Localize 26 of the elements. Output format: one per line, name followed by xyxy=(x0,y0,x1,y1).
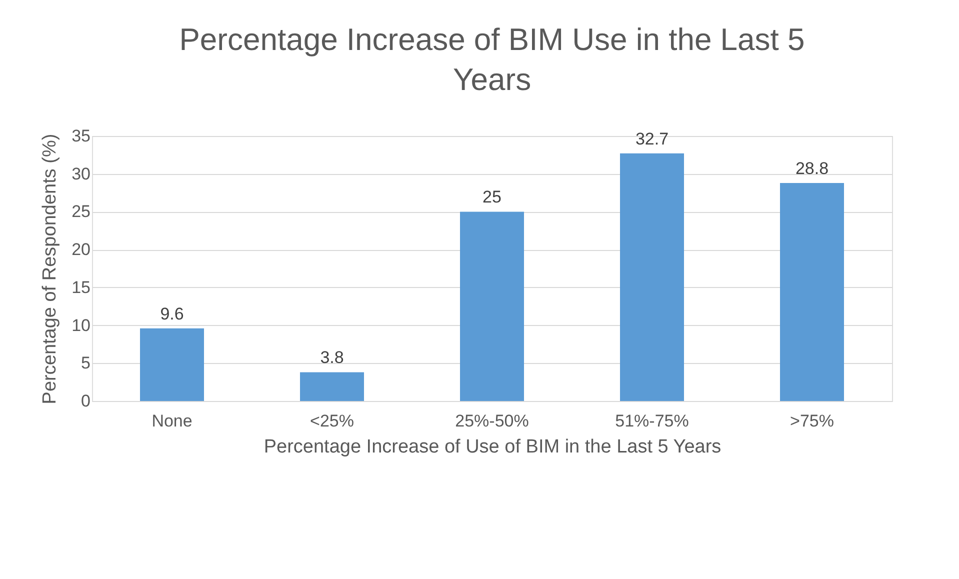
data-label: 28.8 xyxy=(795,158,829,178)
x-axis-title: Percentage Increase of Use of BIM in the Last 5 Years xyxy=(264,436,722,458)
chart-title: Percentage Increase of BIM Use in the Last 5 Years xyxy=(179,22,805,97)
x-tick-label: 51%-75% xyxy=(615,412,689,430)
data-label: 3.8 xyxy=(320,348,344,368)
bar xyxy=(300,372,364,401)
x-tick-label: None xyxy=(152,412,192,430)
bar xyxy=(460,212,524,401)
y-tick-label: 5 xyxy=(81,354,90,373)
y-tick-label: 30 xyxy=(72,164,90,184)
data-label: 32.7 xyxy=(635,129,669,148)
y-tick-label: 35 xyxy=(72,126,90,146)
x-tick-label: 25%-50% xyxy=(455,412,529,430)
y-tick-label: 20 xyxy=(72,240,90,260)
y-tick-label: 25 xyxy=(72,202,90,222)
data-label: 25 xyxy=(482,188,502,207)
bar xyxy=(140,328,204,401)
y-tick-label: 0 xyxy=(81,392,90,410)
data-label: 9.6 xyxy=(160,304,184,324)
y-tick-label: 10 xyxy=(72,316,90,335)
x-tick-label: <25% xyxy=(310,412,354,430)
y-axis-title: Percentage of Respondents (%) xyxy=(40,134,61,404)
y-tick-label: 15 xyxy=(72,278,90,297)
bar xyxy=(620,153,684,401)
x-tick-label: >75% xyxy=(790,412,834,430)
bar xyxy=(780,182,844,401)
